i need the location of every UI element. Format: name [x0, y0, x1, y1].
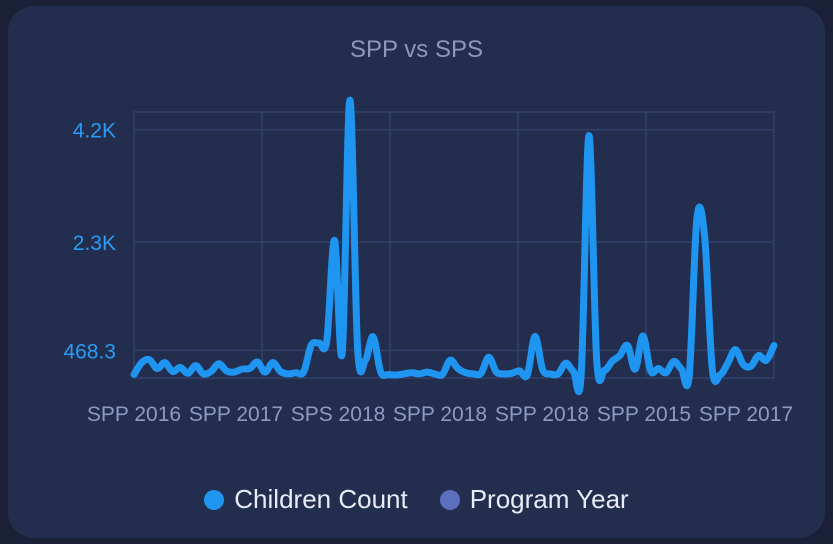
legend-marker-program-year-icon [439, 489, 460, 510]
y-tick-label: 468.3 [63, 340, 116, 363]
grid [133, 111, 775, 379]
x-tick-label: SPP 2017 [699, 403, 793, 426]
x-tick-label: SPP 2017 [189, 403, 283, 426]
y-axis: 468.3 2.3K 4.2K [63, 120, 116, 364]
series-line-children-count [130, 96, 778, 396]
x-tick-label: SPP 2018 [495, 403, 589, 426]
plot-frame [133, 111, 775, 379]
chart-title: SPP vs SPS [350, 36, 483, 63]
legend-marker-children-count-icon [204, 489, 225, 510]
series-layer [130, 96, 778, 396]
x-tick-label: SPP 2016 [87, 403, 181, 426]
x-tick-label: SPP 2015 [597, 403, 691, 426]
x-tick-label: SPS 2018 [291, 403, 386, 426]
legend-label-children-count: Children Count [234, 484, 408, 514]
chart-card: SPP vs SPS 468.3 2.3K 4.2K SPP 2016 SPP 201… [8, 6, 825, 538]
line-chart: 468.32.3K4.2K SPP 2016 SPP 2017 SPS 2018 SP… [63, 96, 793, 426]
y-tick-label: 2.3K [73, 232, 116, 255]
legend-item-children-count[interactable]: Children Count [204, 484, 408, 515]
legend-label-program-year: Program Year [469, 484, 629, 514]
x-axis: SPP 2016 SPP 2017 SPS 2018 SPP 2018 SPP 2018… [87, 403, 793, 426]
x-tick-label: SPP 2018 [393, 403, 487, 426]
y-tick-label: 4.2K [73, 120, 116, 143]
legend: Children Count Program Year [8, 484, 825, 515]
legend-item-program-year[interactable]: Program Year [439, 484, 629, 515]
